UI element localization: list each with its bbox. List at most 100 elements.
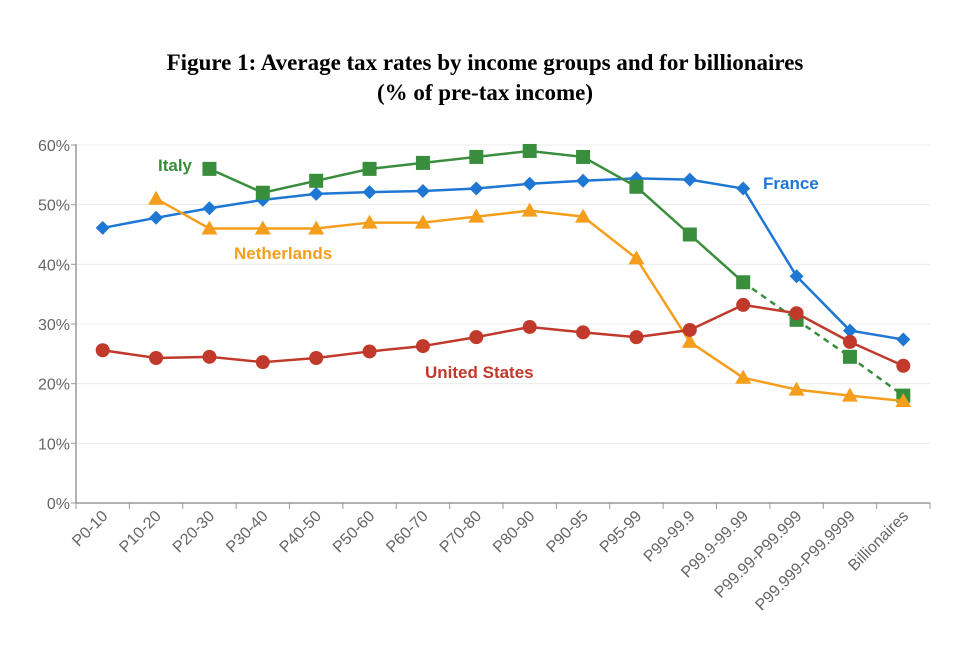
data-point-diamond (736, 181, 751, 196)
line-segment (582, 215, 638, 260)
data-point-square (255, 185, 270, 200)
data-point-square (576, 149, 591, 164)
x-tick-label: P90-95 (543, 508, 592, 557)
line-segment (849, 329, 904, 341)
x-tick-label: P70-80 (437, 508, 486, 557)
line-segment (688, 233, 745, 284)
x-tick-label: P50-60 (330, 508, 379, 557)
line-segment (316, 190, 370, 196)
line-segment (262, 192, 317, 202)
data-point-triangle (521, 202, 538, 217)
line-segment (422, 155, 477, 165)
y-tick-label: 50% (38, 198, 70, 215)
line-segment (476, 325, 530, 339)
data-point-triangle (361, 214, 378, 229)
data-point-diamond (842, 323, 857, 338)
line-segment (369, 189, 423, 194)
data-point-triangle (735, 369, 752, 384)
data-point-circle (362, 344, 377, 359)
data-point-diamond (896, 332, 911, 347)
data-point-diamond (149, 210, 164, 225)
line-segment (742, 303, 797, 315)
line-segment (208, 167, 264, 194)
line-segment (262, 356, 317, 364)
data-point-triangle (895, 392, 912, 407)
line-segment (742, 187, 798, 277)
series-label-italy: Italy (158, 156, 193, 175)
y-tick-label: 30% (38, 317, 70, 334)
data-point-triangle (148, 190, 165, 205)
data-point-circle (415, 339, 430, 354)
x-tick-label: P60-70 (383, 508, 432, 557)
line-segment (636, 177, 690, 181)
y-tick-label: 40% (38, 257, 70, 274)
data-point-square (469, 149, 484, 164)
line-segment (369, 344, 424, 353)
line-segment (209, 198, 264, 210)
gridlines (76, 144, 930, 444)
series-united-states (95, 297, 911, 373)
data-point-diamond (95, 220, 110, 235)
line-segment (689, 178, 744, 190)
line-segment (529, 179, 584, 186)
line-segment (476, 209, 530, 218)
data-point-triangle (308, 220, 325, 235)
data-point-square (522, 143, 537, 158)
line-segment (635, 185, 691, 236)
data-point-diamond (576, 173, 591, 188)
data-point-circle (789, 306, 804, 321)
data-point-square (629, 179, 644, 194)
line-segment (102, 216, 157, 230)
line-segment (583, 177, 637, 183)
line-segment (582, 331, 637, 339)
data-point-triangle (201, 220, 218, 235)
line-segment (529, 149, 584, 159)
y-tick-label: 20% (38, 377, 70, 394)
line-segment (795, 275, 851, 332)
line-segment (795, 312, 851, 344)
line-segment (369, 161, 424, 171)
line-segment (796, 388, 851, 397)
data-point-diamond (682, 172, 697, 187)
line-segment (422, 335, 477, 348)
series-label-france: France (763, 174, 819, 193)
data-point-triangle (254, 220, 271, 235)
chart-title-line1: Figure 1: Average tax rates by income gr… (166, 50, 804, 75)
line-segment (476, 182, 530, 190)
data-point-circle (736, 297, 751, 312)
line-segment (316, 350, 370, 360)
x-tick-label: P20-30 (170, 508, 219, 557)
data-point-square (202, 161, 217, 176)
line-segment (582, 155, 638, 188)
data-point-square (736, 275, 751, 290)
data-point-square (842, 349, 857, 364)
line-segment (689, 303, 744, 332)
line-segment (635, 257, 691, 343)
series-france (95, 171, 911, 347)
line-segment (476, 149, 530, 159)
data-point-circle (95, 343, 110, 358)
series-netherlands (148, 190, 912, 407)
x-tick-label: P95-99 (597, 508, 646, 557)
data-point-diamond (202, 201, 217, 216)
data-point-circle (629, 330, 644, 345)
series-labels: France Italy Netherlands United States (158, 156, 819, 382)
data-point-square (682, 227, 697, 242)
line-segment (529, 209, 584, 218)
line-segment (155, 197, 211, 230)
data-point-triangle (468, 208, 485, 223)
data-point-circle (309, 351, 324, 366)
x-tick-label: P30-40 (223, 508, 272, 557)
line-segment (742, 376, 797, 391)
chart-title: Figure 1: Average tax rates by income gr… (0, 48, 970, 108)
line-segment (422, 187, 477, 193)
data-point-triangle (681, 333, 698, 348)
series-label-united-states: United States (425, 363, 534, 382)
line-segment (156, 355, 210, 360)
data-point-circle (255, 355, 270, 370)
data-point-triangle (788, 381, 805, 396)
x-tick-label: P40-50 (277, 508, 326, 557)
y-tick-label: 10% (38, 436, 70, 453)
line-segment (529, 325, 584, 334)
